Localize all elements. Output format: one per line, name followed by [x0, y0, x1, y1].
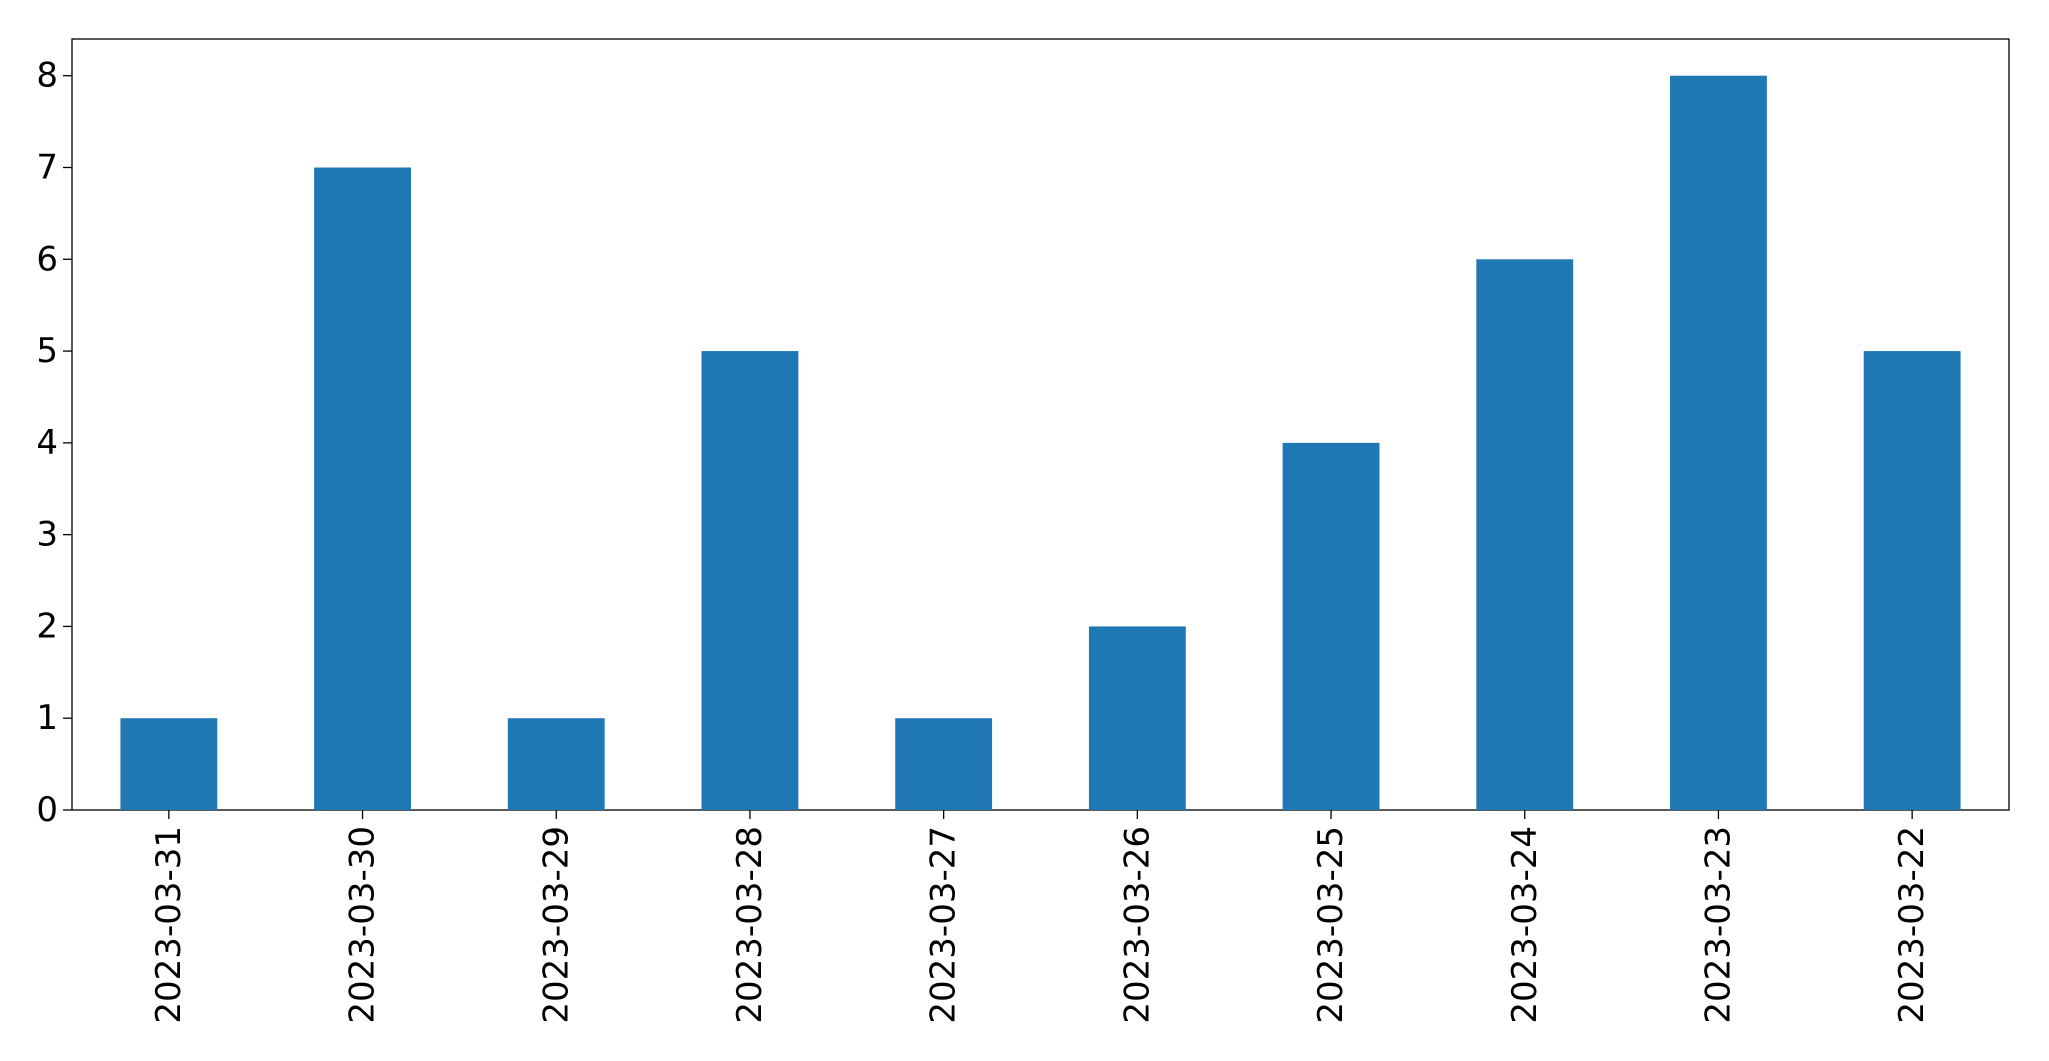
y-tick-label: 8	[36, 56, 58, 96]
x-tick-label: 2023-03-30	[343, 826, 383, 1024]
plot-frame	[71, 38, 2010, 811]
y-tick-label: 0	[36, 790, 58, 830]
bar	[120, 718, 218, 810]
bar	[895, 718, 993, 810]
x-tick-label: 2023-03-29	[536, 826, 576, 1024]
bar	[314, 167, 411, 810]
y-tick-label: 6	[36, 239, 58, 279]
y-tick-label: 3	[36, 515, 58, 555]
bar	[1088, 626, 1186, 810]
x-tick-label: 2023-03-23	[1698, 826, 1738, 1024]
y-tick-label: 4	[36, 423, 58, 463]
bar	[701, 351, 799, 810]
bar	[1863, 351, 1961, 810]
y-tick-label: 7	[36, 148, 58, 188]
x-tick-label: 2023-03-31	[149, 826, 189, 1024]
bar	[507, 718, 605, 810]
y-tick-label: 1	[36, 698, 58, 738]
x-tick-label: 2023-03-28	[730, 826, 770, 1024]
bar	[1670, 75, 1767, 810]
bar	[1282, 442, 1380, 810]
x-tick-label: 2023-03-26	[1117, 826, 1157, 1024]
y-tick-label: 2	[36, 606, 58, 646]
x-tick-label: 2023-03-24	[1505, 826, 1545, 1024]
x-tick-label: 2023-03-27	[924, 826, 964, 1024]
y-tick-label: 5	[36, 331, 58, 371]
bar	[1476, 259, 1574, 810]
x-tick-label: 2023-03-22	[1892, 826, 1932, 1024]
x-tick-label: 2023-03-25	[1311, 826, 1351, 1024]
